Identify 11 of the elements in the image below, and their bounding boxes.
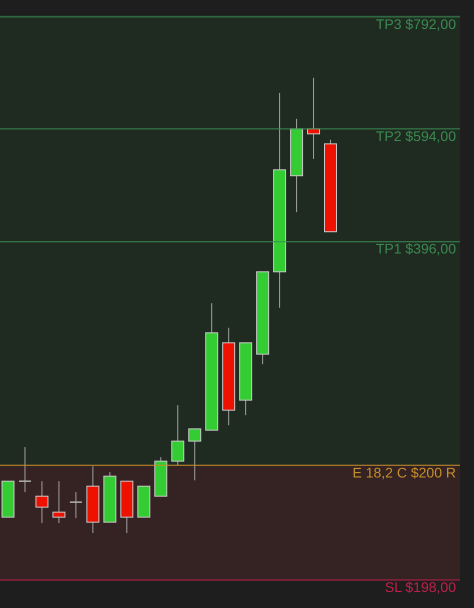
candlestick	[35, 480, 48, 524]
candlestick	[18, 446, 32, 493]
candlestick	[69, 492, 83, 519]
ref-line-label: TP2 $594,00	[376, 128, 456, 144]
ref-line-label: TP3 $792,00	[376, 16, 456, 32]
candlestick	[188, 428, 202, 481]
ref-line-label: E 18,2 C $200 R	[352, 464, 456, 480]
candlestick	[52, 480, 66, 524]
ref-line-label: SL $198,00	[384, 579, 456, 595]
candlestick	[171, 404, 184, 466]
ref-line-label: TP1 $396,00	[376, 240, 456, 257]
